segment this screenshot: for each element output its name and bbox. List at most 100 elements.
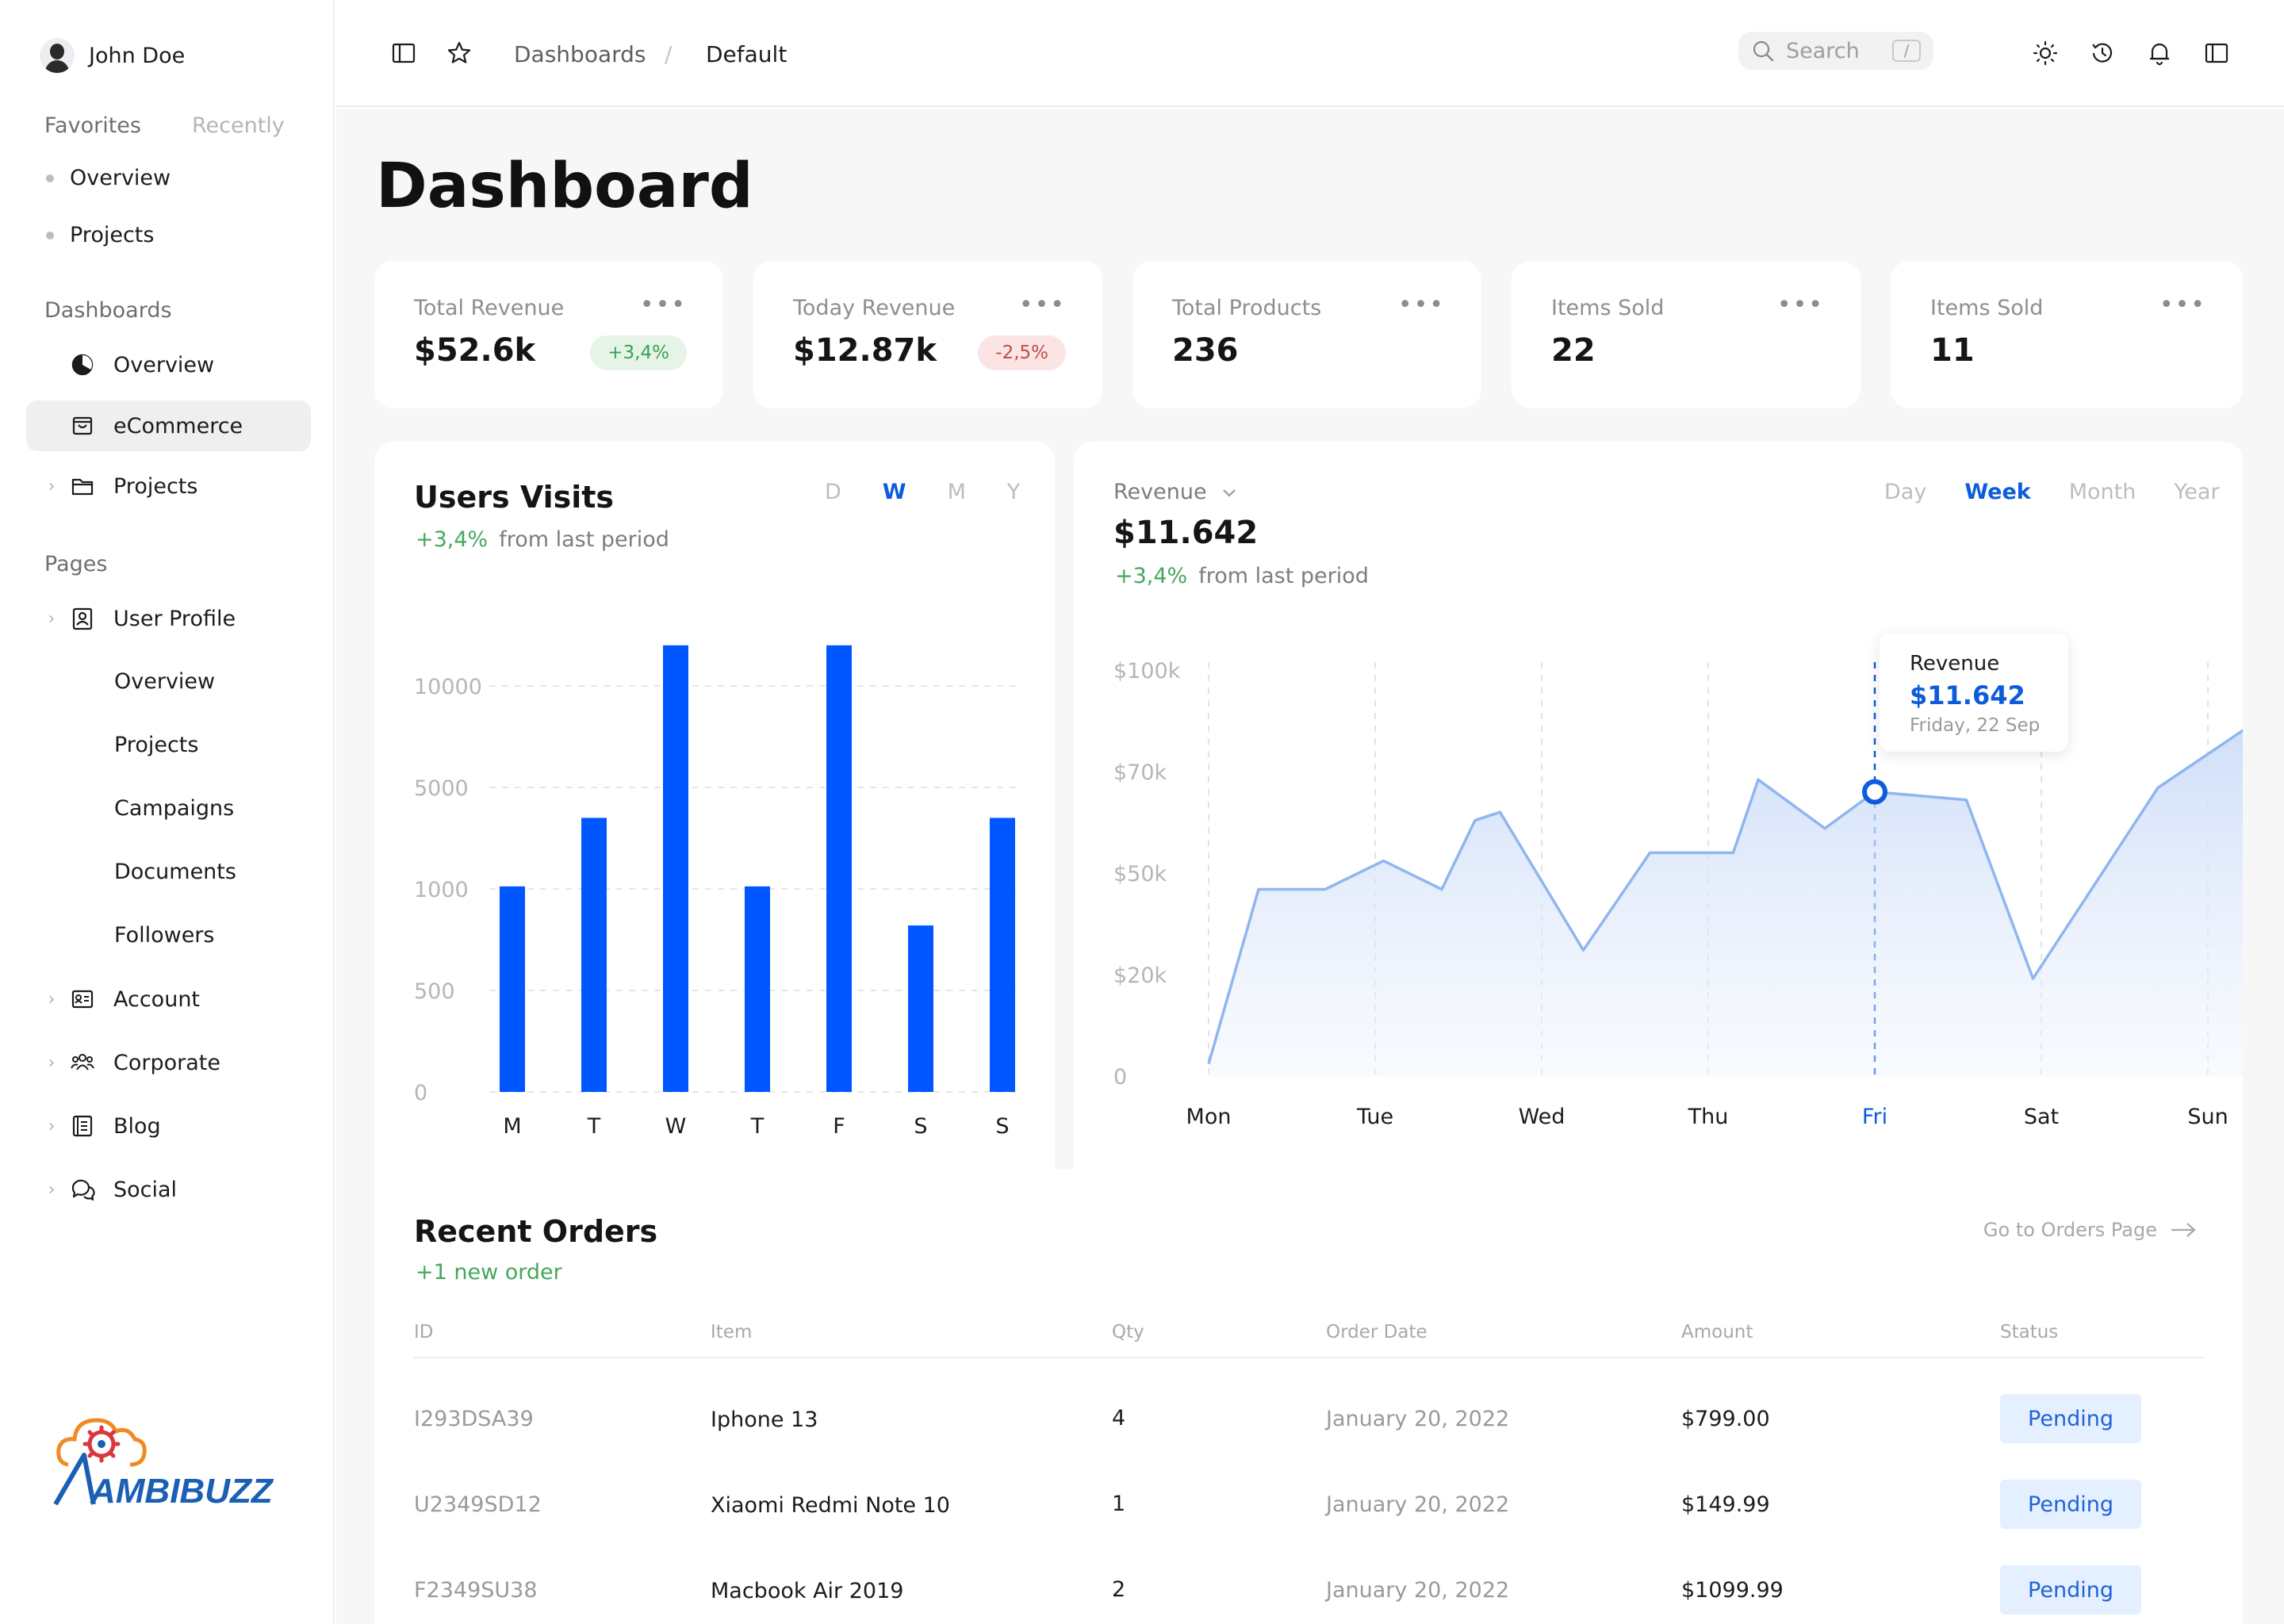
users-visits-bar-chart: 0 500 1000 5000 10000 M T W T F S S	[414, 645, 1017, 1139]
nav-label: eCommerce	[113, 413, 243, 439]
sun-icon[interactable]	[2032, 40, 2059, 67]
revenue-area-chart: 0 $20k $50k $70k $100k Mon Tue Wed Thu Fri Sat Sun	[1113, 659, 2243, 1129]
order-id: F2349SU38	[414, 1578, 538, 1603]
x-tick-label: M	[503, 1114, 521, 1139]
order-date: January 20, 2022	[1326, 1578, 1510, 1603]
more-icon[interactable]: •••	[1018, 291, 1066, 319]
sidebar-subitem-campaigns[interactable]: Campaigns	[114, 796, 235, 821]
tooltip-title: Revenue	[1910, 652, 2000, 676]
sidebar-subitem-followers[interactable]: Followers	[114, 923, 215, 948]
link-label: Go to Orders Page	[1983, 1219, 2157, 1241]
period-tab-day[interactable]: Day	[1884, 480, 1927, 504]
chevron-right-icon[interactable]: ›	[48, 1052, 56, 1073]
user-profile[interactable]: John Doe	[40, 38, 185, 73]
chart-tooltip: Revenue $11.642 Friday, 22 Sep	[1880, 633, 2068, 752]
tab-favorites[interactable]: Favorites	[44, 113, 141, 138]
more-icon[interactable]: •••	[639, 291, 687, 319]
period-tab-w[interactable]: W	[882, 480, 906, 504]
more-icon[interactable]: •••	[1397, 291, 1445, 319]
column-header-item[interactable]: Item	[711, 1322, 753, 1342]
x-tick-label: Sun	[2187, 1105, 2228, 1129]
x-tick-label: Fri	[1862, 1105, 1887, 1129]
bell-icon[interactable]	[2146, 40, 2173, 67]
users-icon	[69, 1049, 96, 1076]
go-to-orders-link[interactable]: Go to Orders Page	[1983, 1219, 2197, 1241]
sidebar-item-ecommerce[interactable]: › eCommerce	[26, 400, 311, 451]
sidebar-item-projects[interactable]: › Projects	[26, 461, 311, 511]
favorite-item-overview[interactable]: Overview	[46, 166, 171, 190]
favorites-tabs: Favorites Recently	[44, 113, 285, 138]
sidebar-item-corporate[interactable]: › Corporate	[26, 1037, 311, 1088]
order-amount: $1099.99	[1681, 1578, 1784, 1603]
stat-label: Total Revenue	[414, 296, 565, 320]
stat-value: 22	[1551, 332, 1596, 369]
stat-label: Items Sold	[1551, 296, 1665, 320]
column-header-amount[interactable]: Amount	[1681, 1322, 1753, 1342]
sidebar-toggle-icon[interactable]	[390, 40, 417, 67]
column-header-qty[interactable]: Qty	[1112, 1322, 1144, 1342]
stat-label: Items Sold	[1930, 296, 2044, 320]
chevron-right-icon[interactable]: ›	[48, 989, 56, 1009]
period-tab-year[interactable]: Year	[2174, 480, 2220, 504]
revenue-card: Revenue $11.642 +3,4% from last period Da…	[1074, 442, 2243, 1249]
period-tab-d[interactable]: D	[825, 480, 841, 504]
stat-card-items-sold: Items Sold ••• 22	[1512, 261, 1861, 408]
new-order-text: +1 new order	[416, 1260, 562, 1285]
favorite-label: Overview	[70, 166, 171, 190]
order-id: U2349SD12	[414, 1492, 542, 1517]
revenue-dropdown[interactable]: Revenue	[1113, 480, 1239, 504]
sidebar-subitem-overview[interactable]: Overview	[114, 669, 216, 694]
stat-label: Total Products	[1172, 296, 1322, 320]
growth-text: +3,4% from last period	[1115, 564, 1369, 588]
period-tab-month[interactable]: Month	[2068, 480, 2136, 504]
favorite-item-projects[interactable]: Projects	[46, 223, 154, 247]
period-tab-y[interactable]: Y	[1006, 480, 1021, 504]
x-tick-label: T	[750, 1114, 765, 1139]
chevron-right-icon[interactable]: ›	[48, 1116, 56, 1136]
users-visits-card: Users Visits +3,4% from last period D W M…	[374, 442, 1055, 1249]
section-dashboards: Dashboards	[44, 298, 172, 323]
user-square-icon	[69, 605, 96, 632]
period-tab-m[interactable]: M	[947, 480, 966, 504]
chat-icon	[69, 1176, 96, 1203]
sidebar-item-overview[interactable]: › Overview	[26, 339, 311, 390]
bar	[500, 886, 525, 1092]
chevron-right-icon[interactable]: ›	[48, 608, 56, 629]
period-tab-week[interactable]: Week	[1964, 480, 2031, 504]
tooltip-date: Friday, 22 Sep	[1910, 715, 2041, 736]
search-input[interactable]: Search	[1786, 38, 1860, 63]
sidebar-item-user-profile[interactable]: › User Profile	[26, 593, 311, 644]
bullet-icon	[46, 231, 54, 239]
sidebar-item-blog[interactable]: › Blog	[26, 1101, 311, 1151]
revenue-area	[1209, 730, 2243, 1076]
column-header-status[interactable]: Status	[2000, 1322, 2059, 1342]
breadcrumb-dashboards[interactable]: Dashboards	[514, 41, 646, 67]
sidebar-item-account[interactable]: › Account	[26, 974, 311, 1025]
column-header-order-date[interactable]: Order Date	[1326, 1322, 1428, 1342]
revenue-value: $11.642	[1113, 515, 1259, 551]
y-tick-label: 5000	[414, 776, 469, 801]
chevron-right-icon[interactable]: ›	[48, 1179, 56, 1200]
sidebar-subitem-projects[interactable]: Projects	[114, 733, 199, 757]
order-item: Iphone 13	[711, 1408, 818, 1432]
nav-label: User Profile	[113, 606, 236, 631]
more-icon[interactable]: •••	[1776, 291, 1824, 319]
panel-right-icon[interactable]	[2203, 40, 2230, 67]
breadcrumb-current: Default	[706, 41, 788, 67]
x-tick-label: Wed	[1519, 1105, 1565, 1129]
column-header-id[interactable]: ID	[414, 1322, 434, 1342]
nav-label: Blog	[113, 1113, 161, 1139]
search-box[interactable]: Search /	[1738, 32, 1933, 70]
bar	[745, 886, 770, 1092]
more-icon[interactable]: •••	[2159, 291, 2206, 319]
tab-recently[interactable]: Recently	[191, 113, 285, 138]
order-qty: 4	[1112, 1406, 1126, 1431]
chevron-right-icon[interactable]: ›	[48, 476, 56, 496]
star-icon[interactable]	[446, 40, 473, 67]
sidebar-subitem-documents[interactable]: Documents	[114, 860, 236, 884]
growth-text: +3,4% from last period	[416, 527, 669, 552]
sidebar-item-social[interactable]: › Social	[26, 1164, 311, 1215]
history-icon[interactable]	[2089, 40, 2116, 67]
sidebar: John Doe Favorites Recently Overview Pro…	[0, 0, 335, 1624]
